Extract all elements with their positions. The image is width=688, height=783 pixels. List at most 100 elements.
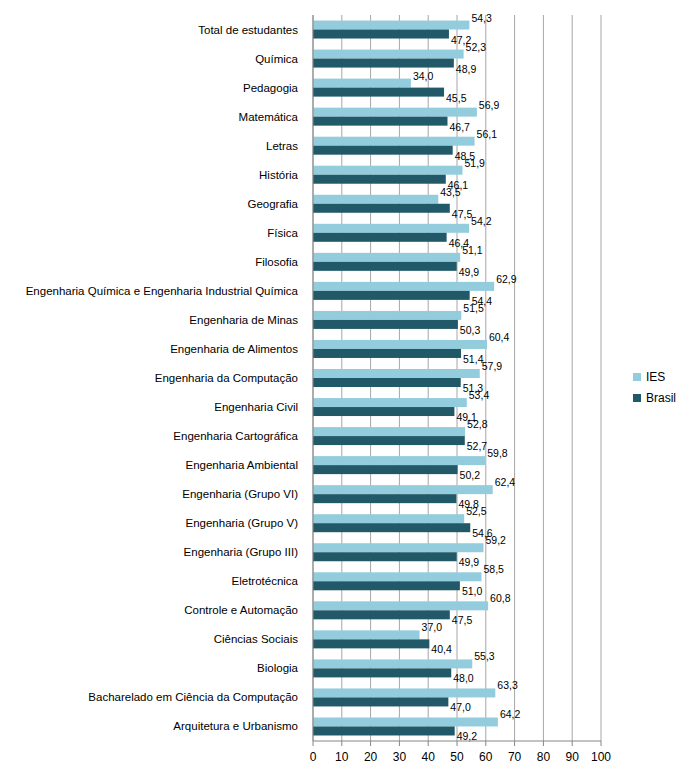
bar: [313, 485, 493, 494]
bar: [313, 320, 458, 329]
grid-line: [601, 15, 602, 741]
category-label: Física: [267, 227, 298, 239]
bar: [313, 514, 464, 523]
data-label: 47,5: [452, 614, 473, 626]
category-label: Total de estudantes: [198, 24, 298, 36]
data-label: 45,5: [446, 92, 467, 104]
data-label: 51,0: [462, 585, 483, 597]
tick-label: 80: [537, 750, 551, 764]
grid-line: [543, 15, 544, 741]
category-label: Matemática: [239, 111, 299, 123]
data-label: 54,3: [471, 12, 492, 24]
data-label: 52,5: [466, 505, 487, 517]
tick-mark: [370, 741, 371, 746]
category-label: Engenharia de Minas: [189, 314, 298, 326]
category-label: História: [259, 169, 299, 181]
data-label: 51,9: [464, 157, 485, 169]
x-axis: [313, 741, 601, 742]
data-label: 43,5: [440, 186, 461, 198]
bar: [313, 630, 420, 639]
data-label: 40,4: [431, 643, 452, 655]
tick-label: 0: [310, 750, 317, 764]
bar: [313, 659, 472, 668]
tick-mark: [572, 741, 573, 746]
data-label: 55,3: [474, 650, 495, 662]
bar: [313, 688, 495, 697]
tick-label: 10: [335, 750, 349, 764]
bar: [313, 543, 483, 552]
category-label: Eletrotécnica: [232, 575, 299, 587]
grid-line: [514, 15, 515, 741]
bar: [313, 195, 438, 204]
data-label: 53,4: [469, 389, 490, 401]
tick-mark: [543, 741, 544, 746]
bar: [313, 523, 470, 532]
data-label: 63,3: [497, 679, 518, 691]
bar: [313, 581, 460, 590]
chart: 010203040506070809010054,347,252,348,934…: [0, 0, 688, 783]
data-label: 48,9: [456, 63, 477, 75]
category-label: Ciências Sociais: [214, 633, 299, 645]
category-label: Arquitetura e Urbanismo: [173, 720, 298, 732]
category-label: Filosofia: [255, 256, 298, 268]
bar: [313, 117, 447, 126]
bar: [313, 340, 487, 349]
data-label: 56,9: [479, 99, 500, 111]
data-label: 60,8: [490, 592, 511, 604]
bar: [313, 282, 494, 291]
grid-line: [313, 15, 314, 741]
data-label: 49,9: [459, 556, 480, 568]
bar: [313, 726, 455, 735]
bar: [313, 427, 465, 436]
data-label: 48,0: [453, 672, 474, 684]
data-label: 59,8: [487, 447, 508, 459]
bar: [313, 610, 450, 619]
bar: [313, 50, 464, 59]
bar: [313, 552, 457, 561]
bar: [313, 436, 465, 445]
bar: [313, 146, 453, 155]
data-label: 52,8: [467, 418, 488, 430]
category-label: Engenharia Ambiental: [185, 459, 298, 471]
bar: [313, 88, 444, 97]
category-label: Pedagogia: [243, 82, 299, 94]
legend-label: IES: [646, 370, 665, 384]
data-label: 47,5: [452, 208, 473, 220]
bar: [313, 166, 462, 175]
data-label: 47,0: [450, 701, 471, 713]
data-label: 64,2: [500, 708, 521, 720]
category-label: Engenharia Química e Engenharia Industri…: [26, 285, 299, 297]
y-axis: [313, 15, 314, 741]
bar: [313, 262, 457, 271]
tick-mark: [313, 741, 314, 746]
bar: [313, 30, 449, 39]
category-label: Controle e Automação: [184, 604, 298, 616]
bar: [313, 21, 469, 30]
bar: [313, 224, 469, 233]
bar: [313, 233, 447, 242]
bar: [313, 378, 461, 387]
bar: [313, 253, 460, 262]
tick-label: 50: [450, 750, 464, 764]
bar: [313, 697, 448, 706]
tick-mark: [341, 741, 342, 746]
grid-line: [485, 15, 486, 741]
data-label: 54,2: [471, 215, 492, 227]
data-label: 46,7: [449, 121, 470, 133]
bar: [313, 137, 475, 146]
data-label: 58,5: [483, 563, 504, 575]
data-label: 51,4: [463, 353, 484, 365]
data-label: 52,3: [466, 41, 487, 53]
grid-line: [572, 15, 573, 741]
data-label: 59,2: [485, 534, 506, 546]
tick-label: 40: [422, 750, 436, 764]
category-label: Bacharelado em Ciência da Computação: [88, 691, 298, 703]
data-label: 62,4: [495, 476, 516, 488]
bar: [313, 572, 481, 581]
category-label: Engenharia (Grupo V): [185, 517, 298, 529]
bar: [313, 601, 488, 610]
grid: [313, 15, 601, 741]
category-label: Engenharia (Grupo VI): [182, 488, 298, 500]
category-label: Engenharia Civil: [214, 401, 298, 413]
bar: [313, 398, 467, 407]
